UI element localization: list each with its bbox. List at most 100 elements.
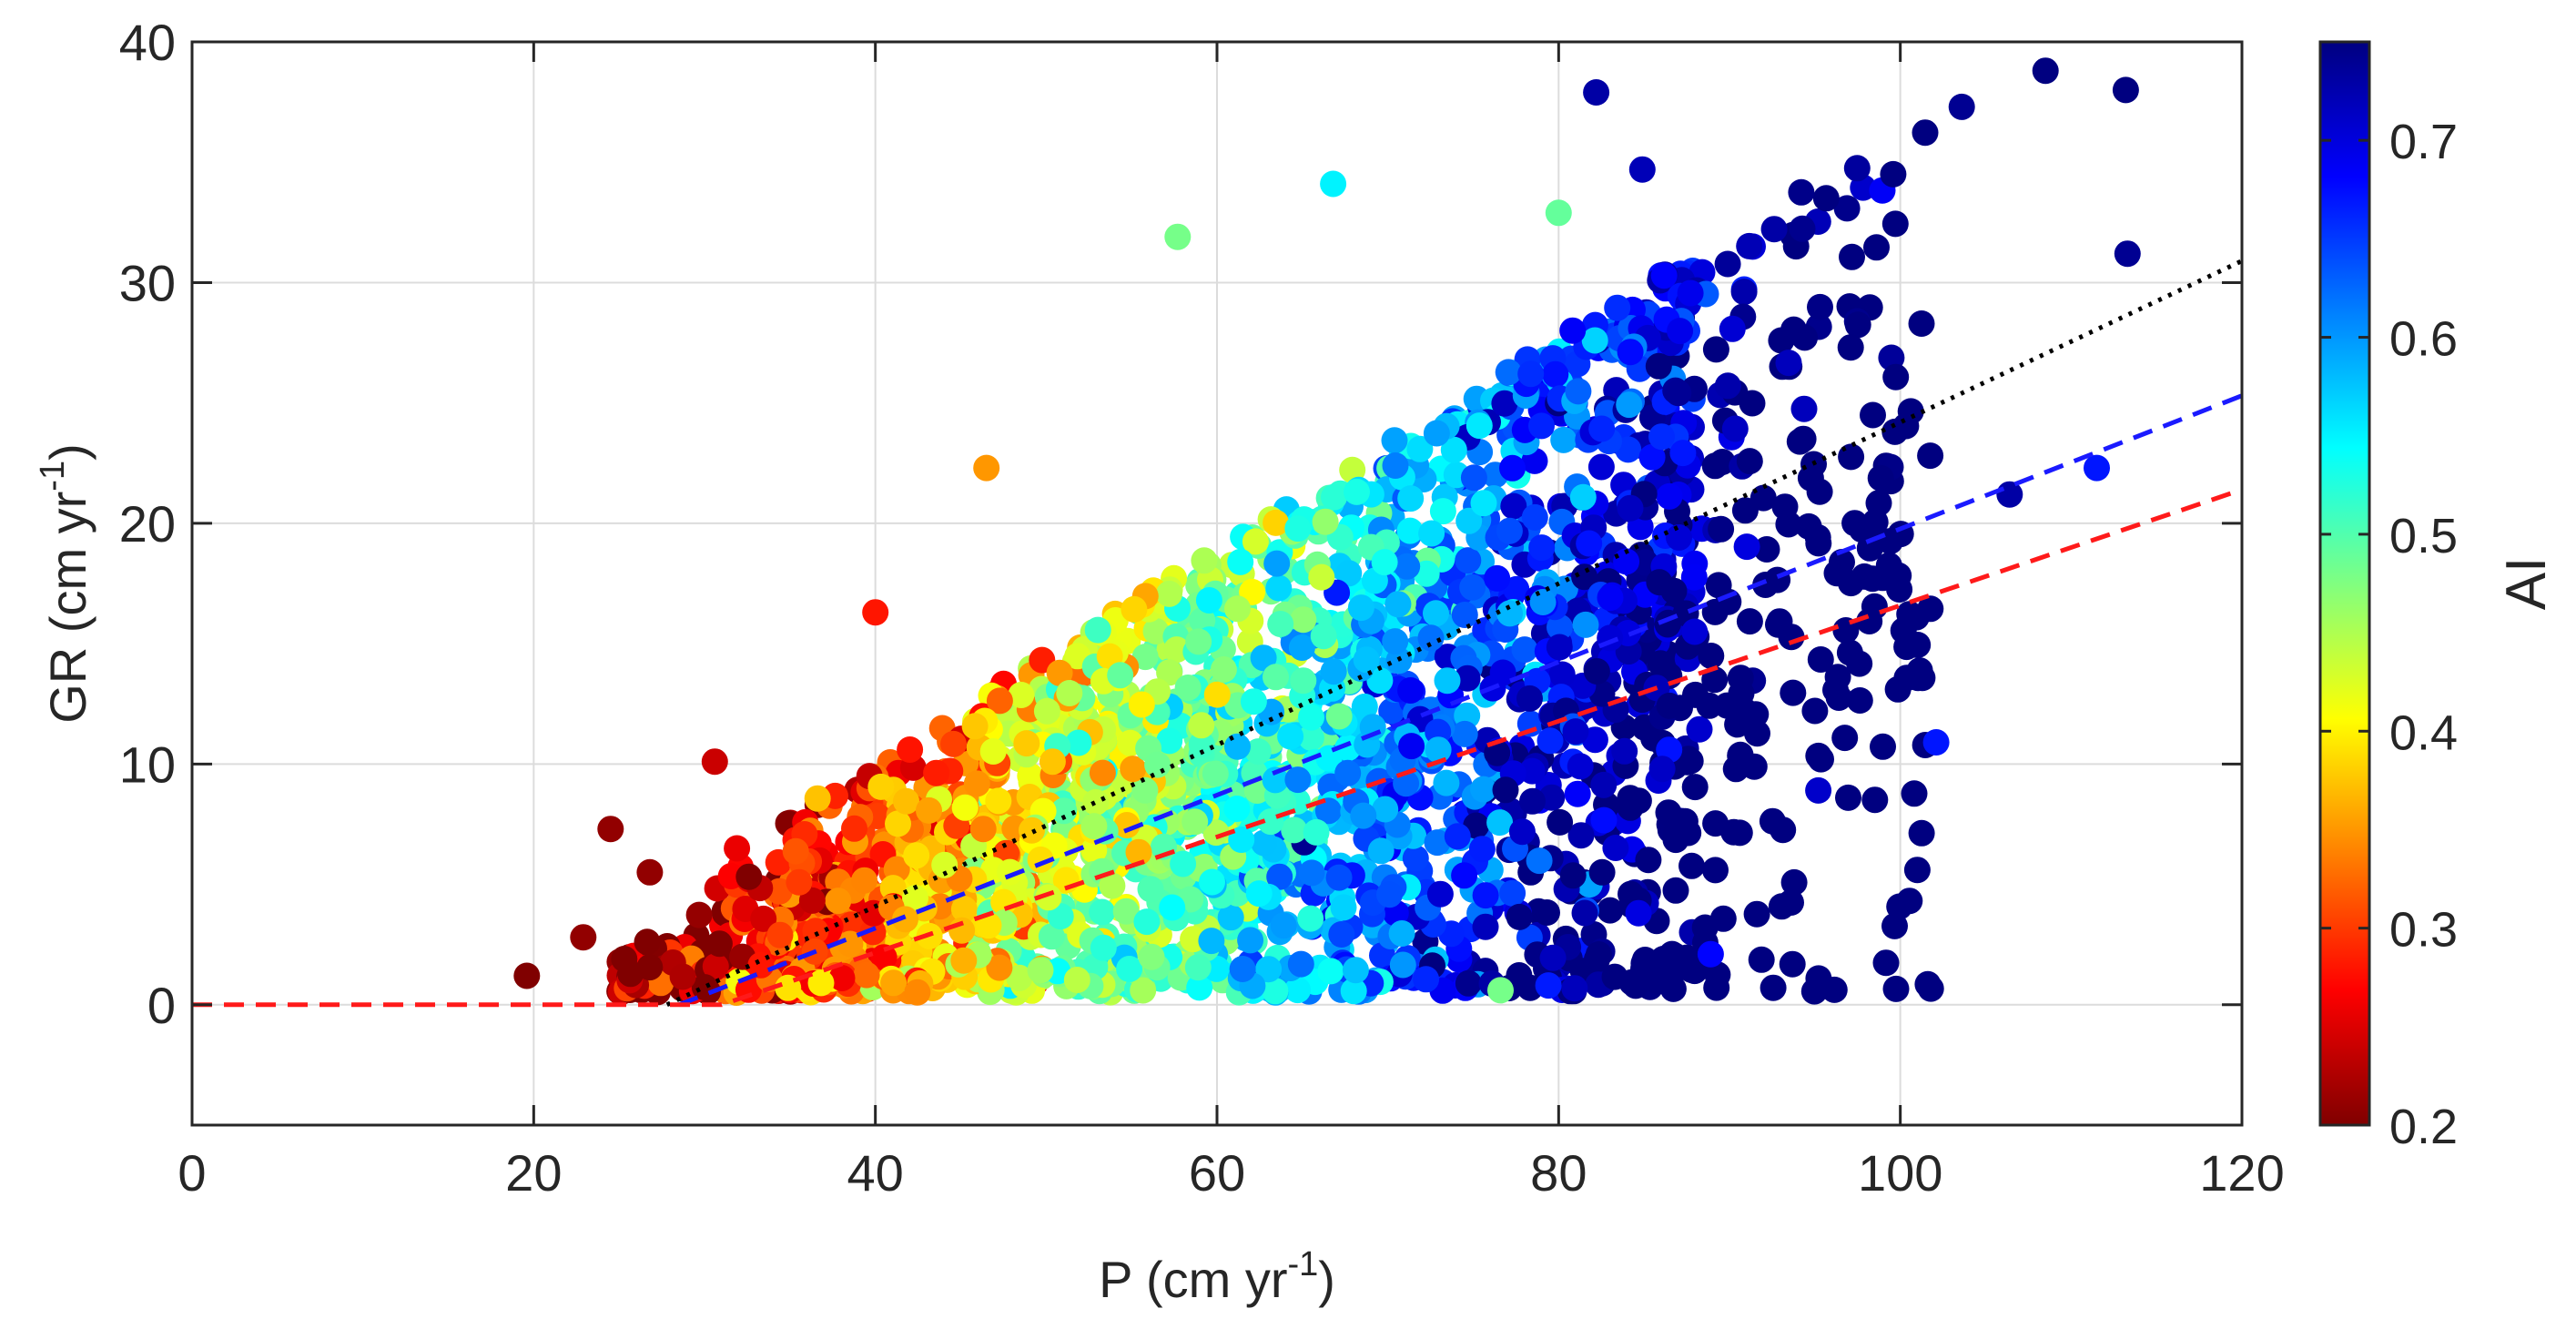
scatter-point — [1424, 829, 1451, 857]
scatter-point — [1565, 378, 1592, 405]
scatter-point — [851, 867, 878, 894]
scatter-point — [1517, 360, 1545, 388]
scatter-point — [1035, 884, 1062, 911]
scatter-point — [1090, 934, 1117, 961]
scatter-point — [1210, 656, 1237, 683]
scatter-point — [1790, 395, 1818, 422]
scatter-point — [1616, 391, 1643, 419]
scatter-point — [1224, 595, 1251, 623]
scatter-point — [1402, 845, 1429, 872]
scatter-point — [1191, 547, 1218, 574]
scatter-point — [701, 748, 728, 776]
scatter-point — [1006, 964, 1033, 991]
scatter-point — [1703, 974, 1730, 1001]
scatter-point — [1602, 835, 1629, 861]
scatter-point — [1893, 634, 1921, 661]
scatter-point — [1635, 847, 1662, 874]
scatter-point — [1396, 517, 1424, 544]
scatter-point — [1908, 819, 1935, 847]
scatter-point — [1882, 975, 1910, 1002]
scatter-point — [1290, 667, 1317, 695]
scatter-point — [1728, 680, 1755, 707]
colorbar-tick-label: 0.5 — [2389, 509, 2458, 563]
scatter-point — [1669, 440, 1697, 467]
scatter-point — [1344, 478, 1370, 505]
scatter-point — [1270, 912, 1297, 939]
scatter-point — [1805, 742, 1832, 769]
scatter-point — [1240, 688, 1267, 715]
scatter-point — [1628, 156, 1656, 183]
fit-line — [192, 487, 2242, 1008]
scatter-point — [1881, 210, 1909, 238]
y-tick-label: 10 — [119, 735, 176, 793]
scatter-point — [1768, 893, 1795, 920]
scatter-point — [1263, 509, 1290, 536]
scatter-point — [1587, 453, 1615, 481]
scatter-point — [1766, 608, 1793, 635]
scatter-point — [951, 794, 979, 821]
scatter-point — [735, 863, 763, 890]
scatter-point — [1320, 658, 1347, 685]
scatter-point — [1770, 817, 1797, 844]
scatter-point — [1284, 766, 1312, 794]
x-tick-label: 120 — [2199, 1144, 2284, 1202]
scatter-point — [1164, 223, 1192, 250]
scatter-point — [1542, 360, 1569, 388]
scatter-points — [513, 57, 2141, 1006]
scatter-point — [1033, 697, 1060, 725]
scatter-point — [1760, 974, 1787, 1001]
scatter-point — [902, 885, 928, 912]
scatter-point — [1084, 616, 1111, 644]
scatter-point — [1284, 977, 1312, 1004]
scatter-point — [1116, 956, 1143, 982]
scatter-point — [1138, 943, 1165, 970]
scatter-point — [1350, 802, 1377, 829]
scatter-point — [1351, 693, 1378, 720]
scatter-point — [1663, 820, 1690, 847]
scatter-point — [1423, 600, 1449, 627]
scatter-point — [1733, 533, 1760, 561]
scatter-point — [1186, 974, 1213, 1001]
scatter-point — [1506, 903, 1533, 930]
scatter-point — [1262, 766, 1289, 794]
scatter-point — [1288, 634, 1315, 661]
scatter-point — [1715, 588, 1742, 615]
scatter-point — [1841, 510, 1869, 537]
scatter-point — [969, 816, 997, 843]
scatter-point — [1229, 956, 1256, 982]
scatter-point — [1242, 528, 1269, 555]
colorbar-tick-label: 0.6 — [2389, 312, 2458, 367]
scatter-point — [1677, 279, 1704, 307]
scatter-point — [1884, 675, 1912, 703]
scatter-point — [1418, 520, 1445, 547]
scatter-point — [1444, 823, 1471, 850]
scatter-point — [1455, 969, 1482, 997]
scatter-point — [1996, 481, 2023, 508]
fit-lines — [192, 259, 2242, 1008]
scatter-point — [1567, 753, 1594, 780]
scatter-point — [1367, 837, 1394, 865]
scatter-point — [1470, 490, 1497, 517]
scatter-point — [1131, 776, 1159, 804]
scatter-point — [1528, 534, 1556, 562]
scatter-point — [1056, 680, 1083, 706]
scatter-point — [1708, 515, 1735, 543]
scatter-point — [1366, 667, 1394, 695]
scatter-point — [1347, 594, 1374, 622]
scatter-point — [1881, 912, 1908, 939]
scatter-point — [1217, 904, 1244, 931]
scatter-point — [1795, 512, 1822, 540]
scatter-point — [1807, 646, 1834, 673]
scatter-point — [1312, 508, 1339, 535]
scatter-point — [1174, 675, 1202, 701]
scatter-point — [1788, 178, 1815, 206]
scatter-point — [1156, 580, 1182, 607]
scatter-point — [1455, 547, 1482, 574]
colorbar-tick-label: 0.4 — [2389, 705, 2458, 760]
scatter-point — [1511, 636, 1538, 664]
scatter-point — [2032, 57, 2059, 85]
scatter-point — [1535, 972, 1562, 999]
y-tick-label: 40 — [119, 14, 176, 71]
scatter-point — [1701, 452, 1729, 480]
scatter-point — [1144, 751, 1171, 778]
